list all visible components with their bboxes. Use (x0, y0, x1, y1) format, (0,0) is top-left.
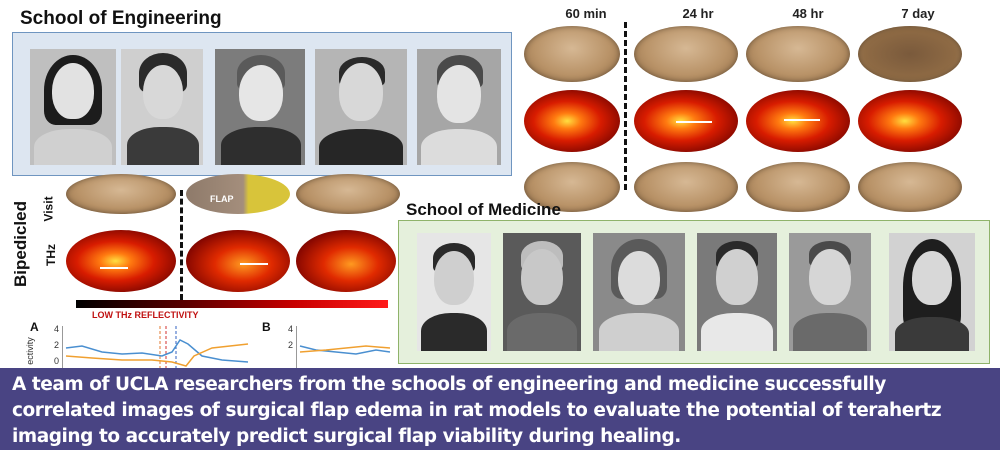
timepoint-label: 24 hr (682, 6, 714, 21)
caption-text: A team of UCLA researchers from the scho… (12, 374, 942, 447)
faculty-photo (315, 49, 407, 165)
rat-photo (746, 162, 850, 212)
faculty-photo (215, 49, 305, 165)
row-label: THz (44, 244, 58, 266)
plot-b (296, 326, 391, 368)
rat-photo (524, 162, 620, 212)
timepoint-label: 7 day (901, 6, 935, 21)
plot-a (62, 326, 249, 368)
faculty-photo (417, 49, 501, 165)
faculty-photo (789, 233, 871, 351)
faculty-photo (121, 49, 203, 165)
engineering-panel (12, 32, 512, 176)
timepoint-label: 48 hr (792, 6, 824, 21)
scale-bar (240, 263, 268, 265)
colorbar-label: LOW THz REFLECTIVITY (92, 310, 199, 320)
plot-panel-label: B (262, 320, 271, 334)
divider-line (180, 190, 183, 300)
faculty-photo (417, 233, 491, 351)
thz-image (524, 90, 620, 152)
rat-photo (296, 174, 400, 214)
scale-bar (100, 267, 128, 269)
faculty-photo (889, 233, 975, 351)
scale-bar (676, 121, 712, 123)
divider-line (624, 22, 627, 190)
caption-banner: A team of UCLA researchers from the scho… (0, 368, 1000, 450)
plot-tick: 2 (54, 340, 60, 350)
colorbar (76, 300, 388, 308)
engineering-heading: School of Engineering (20, 8, 222, 29)
rat-photo (634, 162, 738, 212)
medicine-panel (398, 220, 990, 364)
plot-ylabel: ectivity (24, 337, 35, 365)
flap-label: FLAP (210, 194, 234, 204)
plot-tick: 4 (288, 324, 294, 334)
plot-panel-label: A (30, 320, 39, 334)
plot-tick: 2 (288, 340, 294, 350)
faculty-photo (593, 233, 685, 351)
thz-image (296, 230, 396, 292)
rat-photo (746, 26, 850, 82)
bipedicled-figure: Bipedicled Visit THz FLAP LOW THz REFLEC… (0, 174, 400, 368)
rat-photo (66, 174, 176, 214)
rat-photo (858, 162, 962, 212)
faculty-photo (697, 233, 777, 351)
plot-tick: 0 (54, 356, 60, 366)
timepoint-figure: 60 min 24 hr 48 hr 7 day (518, 0, 1000, 212)
group-label: Bipedicled (11, 201, 30, 287)
rat-photo (524, 26, 620, 82)
faculty-photo (30, 49, 116, 165)
flap-photo (186, 174, 290, 214)
rat-photo (634, 26, 738, 82)
timepoint-label: 60 min (565, 6, 607, 21)
thz-image (66, 230, 176, 292)
scale-bar (784, 119, 820, 121)
plot-tick: 4 (54, 324, 60, 334)
thz-image (186, 230, 290, 292)
faculty-photo (503, 233, 581, 351)
rat-photo (858, 26, 962, 82)
thz-image (746, 90, 850, 152)
row-label: Visit (41, 196, 56, 222)
medicine-heading: School of Medicine (406, 200, 561, 219)
thz-image (858, 90, 962, 152)
